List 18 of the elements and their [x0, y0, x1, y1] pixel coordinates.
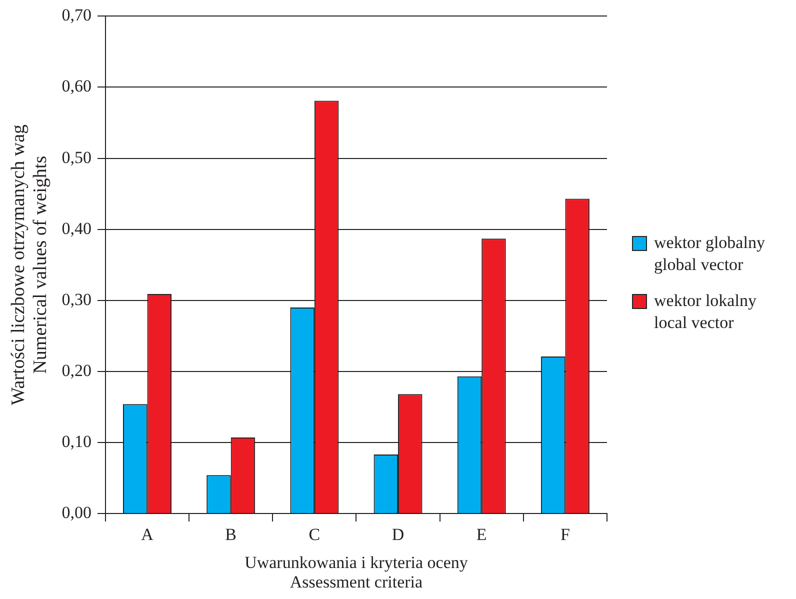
- y-tick-label: 0,70: [62, 6, 92, 25]
- x-tick-label: E: [476, 525, 487, 544]
- y-tick-label: 0,50: [62, 148, 92, 167]
- legend-label: wektor lokalny local vector: [654, 290, 756, 334]
- y-tick-label: 0,10: [62, 432, 92, 451]
- x-tick-label: C: [308, 525, 320, 544]
- x-tick-label: F: [560, 525, 570, 544]
- y-tick-label: 0,00: [62, 502, 92, 522]
- x-tick-label: D: [392, 525, 404, 544]
- y-axis-title: Wartości liczbowe otrzymanych wag Numerical values of weights: [8, 124, 51, 406]
- y-tick-label: 0,30: [62, 290, 92, 309]
- y-tick-label: 0,20: [62, 360, 92, 380]
- x-tick-label: B: [225, 525, 237, 544]
- y-tick-label: 0,40: [62, 218, 92, 238]
- legend-label: wektor globalny global vector: [654, 232, 765, 276]
- x-axis-title: Uwarunkowania i kryteria oceny Assessment criteria: [244, 553, 468, 592]
- x-tick-label: A: [141, 525, 154, 544]
- y-tick-label: 0,60: [62, 76, 92, 96]
